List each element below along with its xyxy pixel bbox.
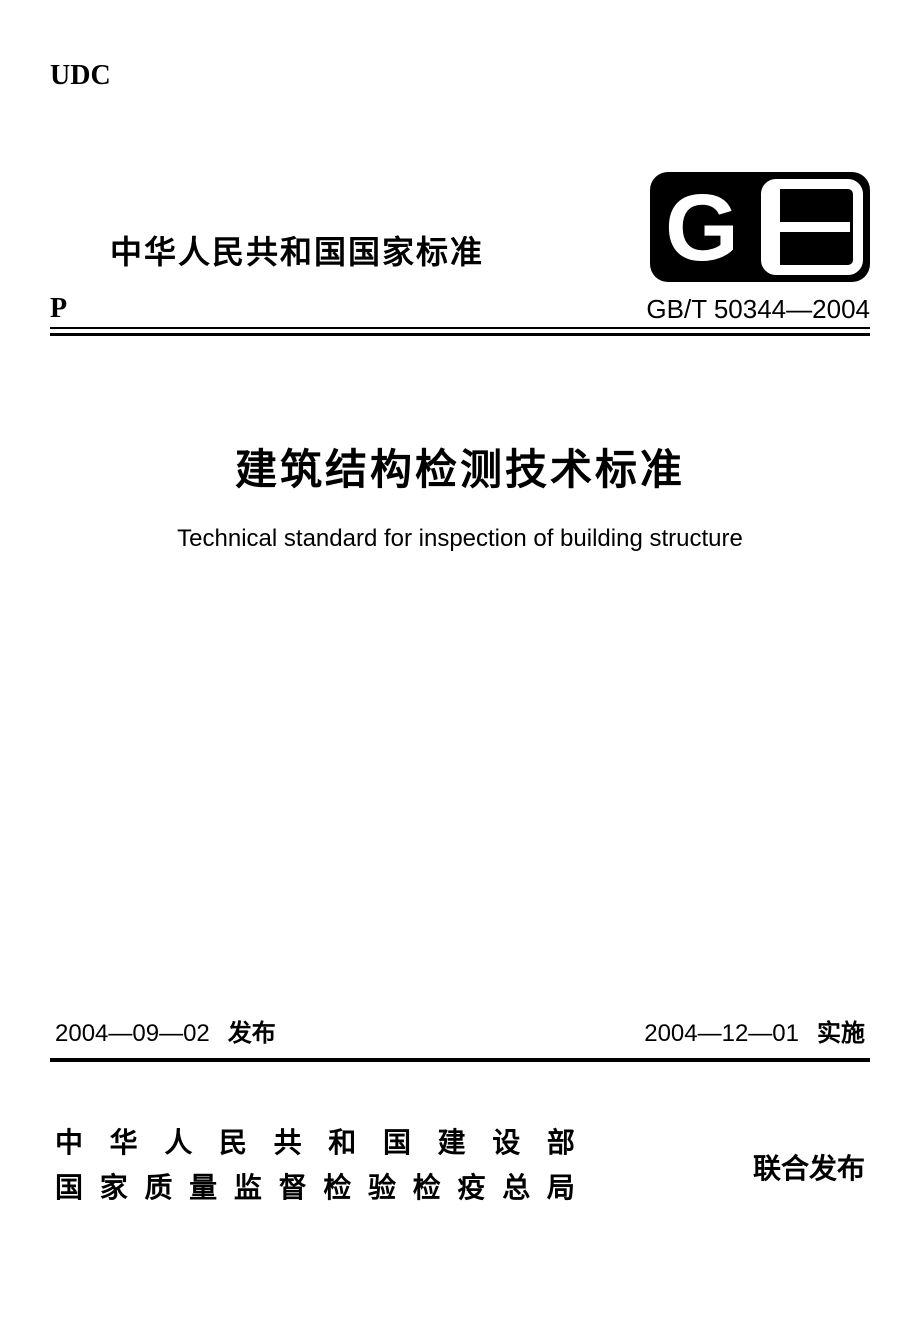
header-rule-thick — [50, 333, 870, 336]
gb-logo-icon: G — [650, 172, 870, 282]
publisher-line-2: 国家质量监督检验检疫总局 — [55, 1167, 575, 1212]
issue-date-block: 2004—09—02 发布 — [55, 1013, 276, 1048]
standard-number: GB/T 50344—2004 — [646, 294, 870, 325]
publisher-section: 中华人民共和国建设部 国家质量监督检验检疫总局 联合发布 — [50, 1122, 870, 1212]
publisher-line-1: 中华人民共和国建设部 — [55, 1122, 575, 1167]
dates-row: 2004—09—02 发布 2004—12—01 实施 — [50, 1013, 870, 1058]
header-left: 中华人民共和国国家标准 P — [50, 227, 484, 325]
issue-label: 发布 — [228, 1021, 276, 1047]
national-standard-label: 中华人民共和国国家标准 — [50, 227, 484, 273]
svg-text:G: G — [665, 175, 739, 281]
header-rule-thin — [50, 327, 870, 329]
header-right: G GB/T 50344—2004 — [646, 172, 870, 325]
title-english: Technical standard for inspection of bui… — [50, 525, 870, 553]
dates-rule — [50, 1058, 870, 1062]
title-chinese: 建筑结构检测技术标准 — [50, 436, 870, 497]
publisher-names: 中华人民共和国建设部 国家质量监督检验检疫总局 — [55, 1122, 575, 1212]
effective-date: 2004—12—01 — [644, 1020, 799, 1047]
publisher-joint-label: 联合发布 — [753, 1147, 865, 1187]
effective-label: 实施 — [817, 1021, 865, 1047]
issue-date: 2004—09—02 — [55, 1020, 210, 1047]
p-label: P — [50, 293, 484, 325]
header-section: 中华人民共和国国家标准 P G GB/T 50344—2004 — [50, 172, 870, 325]
udc-label: UDC — [50, 60, 870, 92]
effective-date-block: 2004—12—01 实施 — [644, 1013, 865, 1048]
